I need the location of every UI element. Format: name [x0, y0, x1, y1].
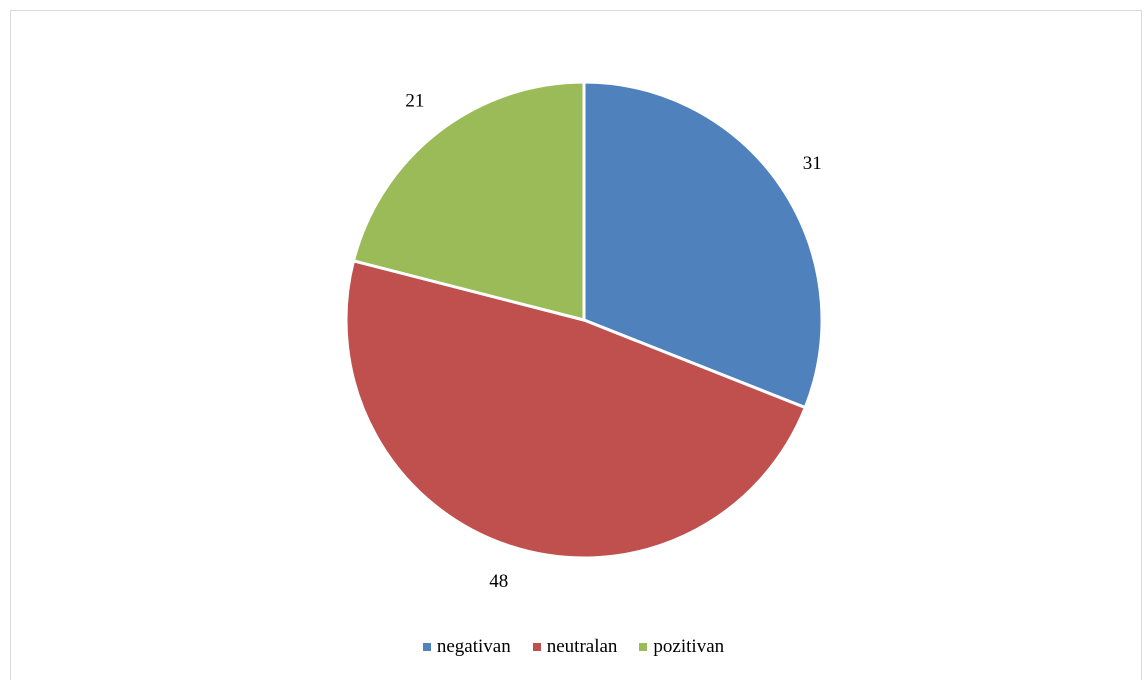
chart-frame	[10, 10, 1142, 680]
data-label-negativan: 31	[803, 153, 822, 174]
legend-swatch-negativan	[422, 643, 431, 651]
legend-swatch-pozitivan	[639, 643, 648, 651]
legend-item-neutralan: neutralan	[532, 636, 618, 658]
legend-label-pozitivan: pozitivan	[653, 636, 725, 657]
legend-label-negativan: negativan	[436, 636, 511, 657]
legend: negativan neutralan pozitivan	[0, 636, 1147, 658]
pie-slice-negativan	[582, 80, 824, 410]
data-label-neutralan: 48	[489, 571, 508, 592]
pie-slice-neutralan	[344, 258, 808, 560]
legend-item-negativan: negativan	[422, 636, 511, 658]
pie-slice-pozitivan	[351, 80, 586, 322]
legend-item-pozitivan: pozitivan	[639, 636, 724, 658]
data-label-pozitivan: 21	[405, 90, 424, 111]
legend-label-neutralan: neutralan	[546, 636, 618, 657]
legend-swatch-neutralan	[532, 643, 541, 651]
